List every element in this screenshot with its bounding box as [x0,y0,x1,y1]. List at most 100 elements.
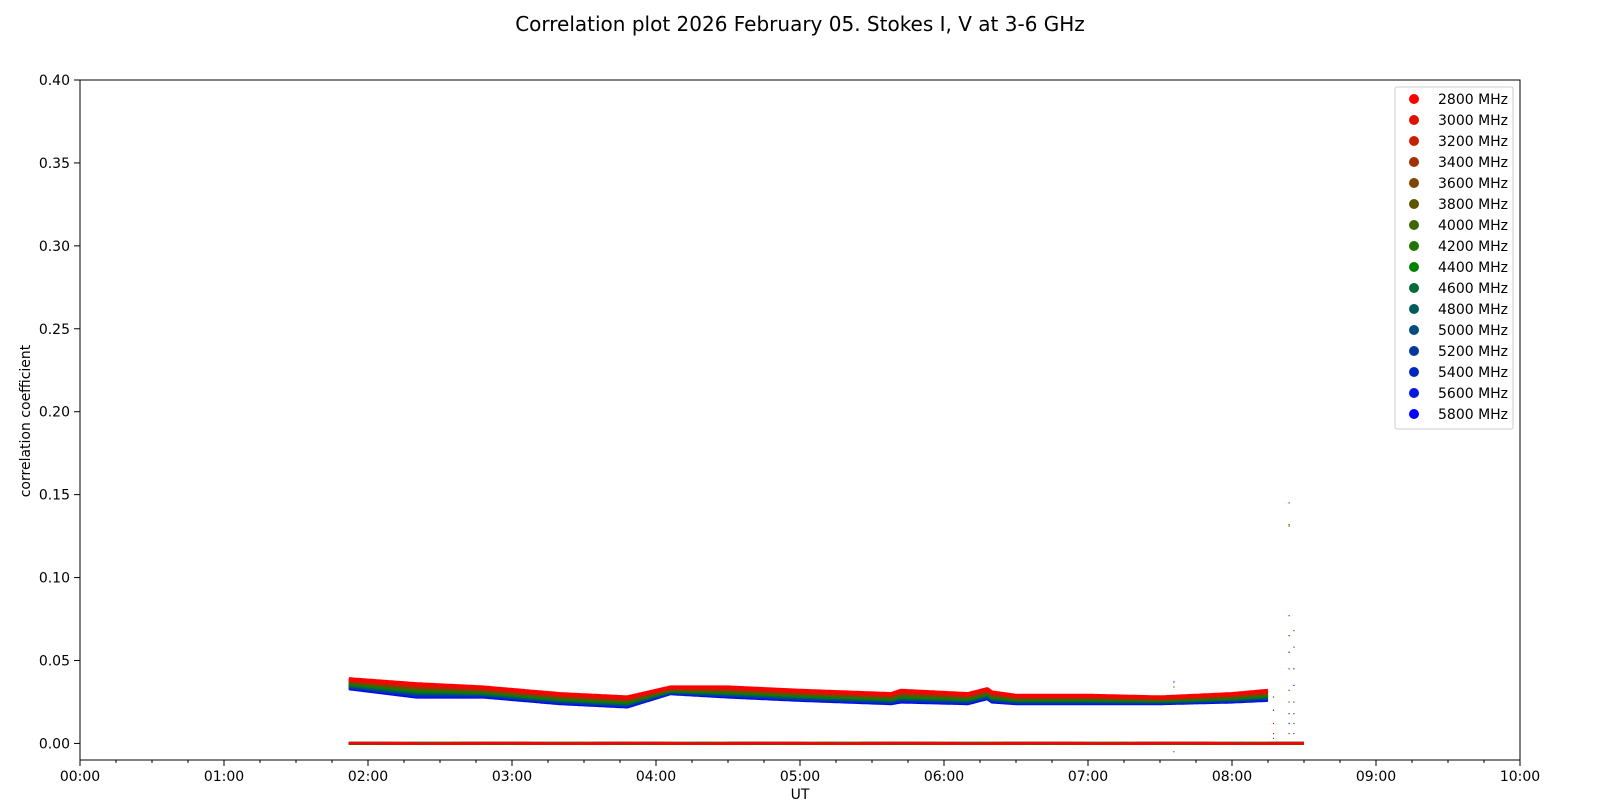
x-tick-label: 07:00 [1068,769,1108,785]
legend-marker [1409,262,1419,272]
legend-label: 4000 MHz [1438,218,1508,234]
legend-item: 4800 MHz [1409,302,1508,318]
scatter-point [1293,668,1295,670]
scatter-point [1272,696,1275,698]
legend-label: 4800 MHz [1438,302,1508,318]
y-tick-label: 0.35 [39,156,70,172]
scatter-point [1288,722,1290,725]
scatter-point [1272,737,1275,739]
legend-label: 3600 MHz [1438,176,1508,192]
y-tick-label: 0.10 [39,571,70,587]
legend-label: 5600 MHz [1438,386,1508,402]
scatter-point [1288,668,1290,670]
x-tick-label: 04:00 [636,769,676,785]
legend-marker [1409,325,1419,335]
scatter-point [1272,722,1275,725]
x-tick-label: 00:00 [60,769,100,785]
y-tick-label: 0.30 [39,239,70,255]
legend-item: 4200 MHz [1409,239,1508,255]
scatter-point [1288,651,1290,653]
legend-marker [1409,304,1419,314]
x-axis-label: UT [791,787,810,800]
legend-label: 4200 MHz [1438,239,1508,255]
scatter-point [1288,689,1290,691]
scatter-point [1288,525,1290,527]
scatter-point [1288,615,1290,617]
legend-label: 5400 MHz [1438,365,1508,381]
x-tick-label: 02:00 [348,769,388,785]
scatter-point [1288,523,1290,526]
legend-marker [1409,136,1419,146]
legend-item: 2800 MHz [1409,92,1508,108]
y-tick-label: 0.20 [39,405,70,421]
legend-label: 3000 MHz [1438,113,1508,129]
scatter-point [1288,713,1290,715]
legend-marker [1409,283,1419,293]
scatter-point [1173,686,1175,688]
legend-item: 5600 MHz [1409,386,1508,402]
y-axis: 0.00 0.05 0.10 0.15 0.20 0.25 0.30 0.35 0.40 [39,73,80,752]
scatter-point [1288,701,1290,703]
scatter-point [1288,502,1290,504]
legend-marker [1409,241,1419,251]
legend-label: 5000 MHz [1438,323,1508,339]
scatter-point [1293,630,1295,632]
scatter-point [1272,732,1275,735]
x-tick-label: 08:00 [1212,769,1252,785]
legend-label: 3400 MHz [1438,155,1508,171]
legend-label: 3800 MHz [1438,197,1508,213]
legend-item: 3200 MHz [1409,134,1508,150]
legend-label: 2800 MHz [1438,92,1508,108]
legend-marker [1409,388,1419,398]
legend-item: 3400 MHz [1409,155,1508,171]
legend: 2800 MHz 3000 MHz 3200 MHz 3400 MHz 3600 MHz… [1394,86,1514,430]
scatter-point [1288,635,1290,637]
y-axis-label: correlation coefficient [18,344,34,497]
legend-marker [1409,220,1419,230]
y-tick-label: 0.05 [39,653,70,669]
legend-item: 3800 MHz [1409,197,1508,213]
x-tick-label: 03:00 [492,769,532,785]
scatter-point [1173,751,1175,753]
stokes-v-line-2800-mhz [348,741,1305,745]
legend-box [1394,86,1514,430]
plot-frame [79,79,1521,761]
legend-item: 5800 MHz [1409,407,1508,423]
legend-label: 4600 MHz [1438,281,1508,297]
legend-marker [1409,157,1419,167]
scatter-point [1293,646,1295,648]
legend-item: 3600 MHz [1409,176,1508,192]
legend-marker [1409,94,1419,104]
scatter-point [1293,713,1295,715]
scatter-point [1293,722,1295,725]
legend-item: 4600 MHz [1409,281,1508,297]
data-layer [348,502,1305,753]
legend-marker [1409,115,1419,125]
scatter-point [1173,681,1175,683]
chart-title: Correlation plot 2026 February 05. Stoke… [515,12,1085,36]
plot-area [79,79,1521,761]
legend-label: 3200 MHz [1438,134,1508,150]
legend-marker [1409,409,1419,419]
legend-item: 5200 MHz [1409,344,1508,360]
y-tick-label: 0.15 [39,488,70,504]
legend-item: 4400 MHz [1409,260,1508,276]
legend-marker [1409,346,1419,356]
scatter-point [1293,701,1295,703]
legend-item: 3000 MHz [1409,113,1508,129]
x-tick-label: 09:00 [1356,769,1396,785]
x-tick-label: 10:00 [1500,769,1540,785]
x-tick-label: 05:00 [780,769,820,785]
legend-item: 4000 MHz [1409,218,1508,234]
legend-marker [1409,199,1419,209]
scatter-point [1293,684,1295,686]
x-tick-label: 01:00 [204,769,244,785]
scatter-point [1272,709,1275,711]
legend-label: 4400 MHz [1438,260,1508,276]
legend-label: 5200 MHz [1438,344,1508,360]
x-axis: 00:00 01:00 02:00 03:00 04:00 05:00 06:00 07:00… [60,760,1540,785]
legend-label: 5800 MHz [1438,407,1508,423]
scatter-point [1293,732,1295,735]
y-tick-label: 0.25 [39,322,70,338]
